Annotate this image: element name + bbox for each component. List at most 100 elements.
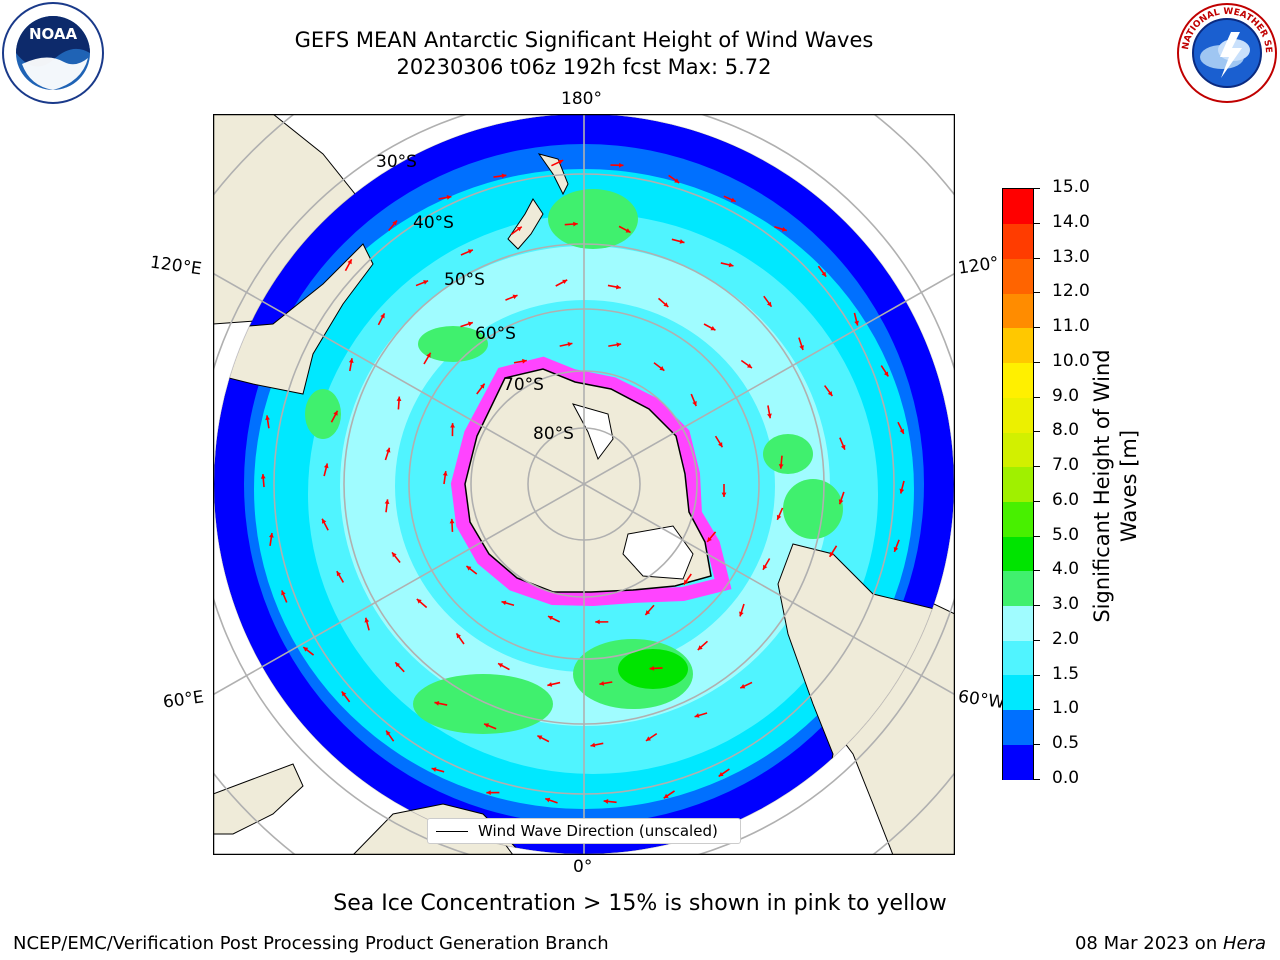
wave-direction-arrowhead [467, 321, 473, 327]
wave-direction-arrowhead [649, 666, 655, 671]
wave-direction-arrowhead [659, 366, 665, 371]
colorbar-tick-mark [1034, 744, 1040, 746]
wave-direction-arrowhead [747, 363, 752, 368]
wave-direction-arrowhead [380, 313, 385, 319]
wave-direction-arrowhead [547, 682, 553, 687]
colorbar-block [1003, 570, 1033, 607]
colorbar-tick-mark [1034, 327, 1040, 329]
footer-credit: NCEP/EMC/Verification Post Processing Pr… [13, 933, 609, 954]
wave-direction-arrowhead [692, 401, 697, 407]
wave-direction-arrowhead [281, 590, 286, 596]
wave-direction-arrowhead [663, 302, 669, 307]
wave-direction-arrowhead [392, 552, 397, 558]
colorbar-block [1003, 501, 1033, 537]
colorbar-tick-label: 0.0 [1052, 768, 1080, 788]
colorbar-tick-mark [1034, 222, 1040, 224]
wave-direction-arrowhead [694, 713, 700, 718]
wave-direction-arrowhead [625, 228, 631, 233]
colorbar-tick-label: 12.0 [1052, 281, 1090, 302]
wave-direction-arrowhead [767, 413, 772, 419]
lon-label-60w: 60°W [956, 686, 1007, 714]
colorbar-block [1003, 397, 1033, 433]
wave-direction-arrowhead [522, 358, 527, 364]
colorbar-tick-mark [1034, 188, 1040, 189]
colorbar-tick-mark [1034, 709, 1040, 711]
wave-direction-arrowhead [486, 790, 491, 796]
wave-direction-arrowhead [386, 730, 391, 736]
colorbar-block [1003, 293, 1033, 329]
wave-direction-arrowhead [829, 551, 835, 557]
wave-direction-arrowhead [595, 619, 600, 625]
colorbar-tick-mark [1034, 605, 1040, 607]
wave-direction-arrowhead [854, 320, 859, 326]
wave-direction-arrowhead [683, 579, 689, 585]
colorbar-block [1003, 744, 1033, 780]
colorbar-block [1003, 258, 1033, 294]
wave-direction-arrowhead [821, 271, 827, 277]
wave-direction-arrowhead [893, 546, 899, 552]
colorbar-tick-mark [1034, 570, 1040, 572]
wave-direction-arrowhead [450, 423, 455, 428]
wave-direction-arrowhead [562, 279, 568, 285]
lat-label-30s: 30°S [376, 152, 417, 172]
wave-direction-arrowhead [590, 742, 596, 748]
colorbar-tick-label: 13.0 [1052, 246, 1090, 267]
wave-direction-arrowhead [512, 294, 518, 300]
colorbar-block [1003, 605, 1033, 641]
colorbar-tick-mark [1034, 674, 1040, 676]
wave-direction-arrowhead [268, 532, 274, 538]
wave-direction-arrowhead [763, 564, 768, 570]
colorbar-block [1003, 223, 1033, 259]
colorbar-tick-label: 5.0 [1052, 524, 1080, 545]
wave-direction-arrowhead [679, 239, 685, 244]
colorbar-tick-mark [1034, 292, 1040, 294]
wave-direction-arrowhead [501, 173, 507, 179]
wave-direction-arrowhead [467, 249, 473, 254]
colorbar-block [1003, 674, 1033, 711]
nws-logo: NATIONAL WEATHER SERVICE [1173, 0, 1278, 104]
colorbar-tick-label: 7.0 [1052, 455, 1080, 476]
colorbar-tick-mark [1034, 535, 1040, 537]
wave-direction-arrowhead [883, 371, 889, 377]
lat-label-80s: 80°S [533, 424, 574, 444]
wave-direction-arrowhead [615, 284, 621, 290]
colorbar-tick-label: 11.0 [1052, 316, 1090, 337]
wave-direction-arrowhead [466, 566, 472, 571]
wave-direction-arrowhead [558, 159, 564, 165]
colorbar-block [1003, 709, 1033, 745]
colorbar-tick-mark [1034, 257, 1040, 259]
wave-direction-arrowhead [322, 518, 327, 524]
wave-direction-arrowhead [781, 227, 787, 232]
svg-text:NOAA: NOAA [29, 25, 78, 43]
lat-label-40s: 40°S [413, 213, 454, 233]
wave-direction-arrowhead [776, 514, 782, 520]
wave-direction-arrowhead [392, 220, 397, 226]
colorbar [1002, 188, 1034, 780]
colorbar-tick-mark [1034, 361, 1040, 363]
noaa-logo: NOAA [2, 2, 104, 104]
wave-direction-arrowhead [484, 723, 490, 728]
colorbar-tick-label: 1.0 [1052, 698, 1080, 719]
wave-direction-arrowhead [423, 280, 429, 285]
wave-direction-arrowhead [663, 793, 669, 799]
wave-direction-arrowhead [799, 345, 804, 351]
wave-direction-arrowhead [645, 736, 651, 741]
meridian-60e-120w [213, 272, 955, 696]
wave-direction-arrowhead [728, 262, 734, 268]
wave-direction-arrowhead [341, 691, 347, 697]
wave-direction-arrowhead [778, 464, 784, 469]
colorbar-tick-label: 14.0 [1052, 211, 1090, 232]
lat-label-70s: 70°S [503, 375, 544, 395]
wave-direction-arrowhead [364, 617, 370, 623]
lon-label-120w: 120° [956, 253, 1001, 279]
chart-title-line1: GEFS MEAN Antarctic Significant Height o… [294, 28, 874, 52]
colorbar-block [1003, 466, 1033, 502]
wave-direction-arrowhead [501, 600, 507, 606]
colorbar-block [1003, 327, 1033, 364]
wave-direction-arrowhead [426, 352, 431, 358]
wave-direction-arrowhead [707, 536, 712, 542]
wave-direction-arrowhead [718, 442, 723, 448]
wave-direction-arrowhead [260, 474, 266, 479]
lon-label-0: 0° [573, 857, 593, 877]
colorbar-tick-mark [1034, 779, 1040, 780]
